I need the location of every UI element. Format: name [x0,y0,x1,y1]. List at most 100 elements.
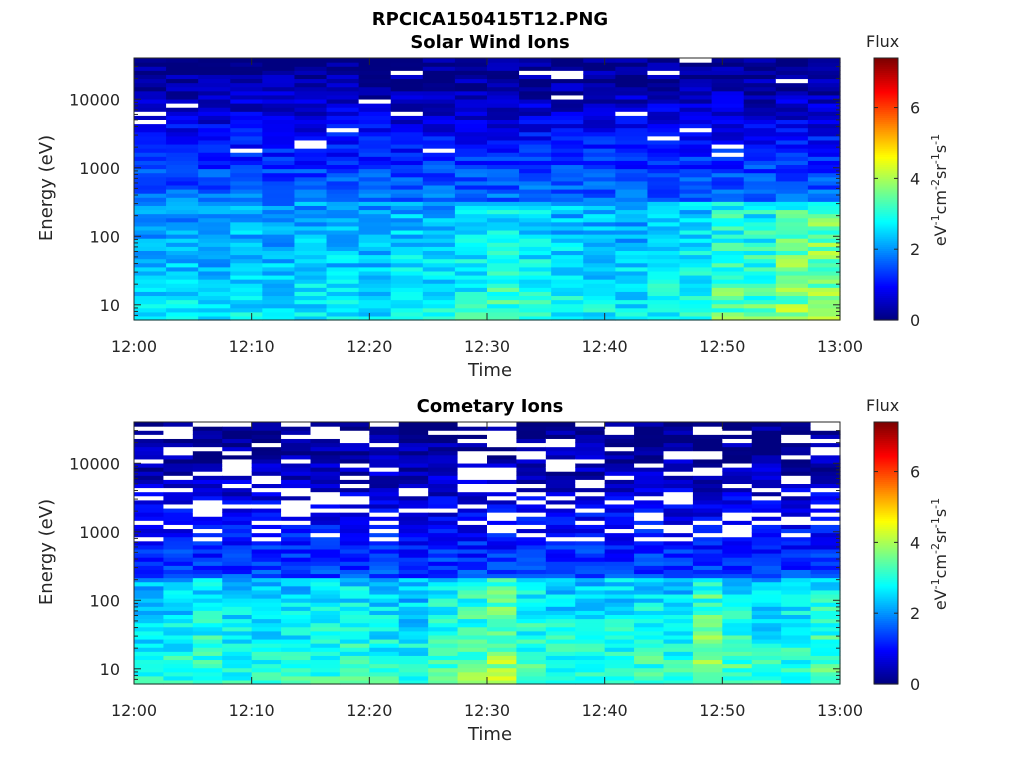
colorbar-segment [874,522,898,525]
heatmap-cell [428,520,459,525]
heatmap-cell [743,66,777,71]
heatmap-cell [358,291,392,297]
heatmap-cell [575,638,606,644]
heatmap-cell [807,270,841,276]
heatmap-cell [810,422,841,427]
heatmap-cell [310,598,341,603]
heatmap-cell [751,659,782,665]
heatmap-cell [781,598,812,603]
heatmap-cell [781,495,812,501]
heatmap-cell [251,491,282,497]
heatmap-cell [251,622,282,628]
heatmap-cell [134,303,167,309]
heatmap-cell [781,438,812,444]
heatmap-cell [457,638,488,644]
heatmap-cell [281,483,312,489]
heatmap-cell [310,634,341,640]
heatmap-cell [422,66,456,71]
heatmap-cell [807,180,841,186]
heatmap-cell [519,295,552,301]
heatmap-cell [692,663,723,669]
heatmap-cell [604,475,635,480]
heatmap-cell [310,638,341,644]
heatmap-cell [711,311,745,317]
heatmap-cell [310,426,341,431]
colorbar-segment [874,450,898,454]
heatmap-cell [545,651,576,656]
heatmap-cell [634,512,665,517]
heatmap-cell [251,663,282,669]
heatmap-cell [294,193,328,198]
heatmap-cell [519,172,552,178]
heatmap-cell [663,679,694,685]
heatmap-cell [487,311,520,317]
heatmap-cell [743,303,777,309]
heatmap-cell [487,90,520,96]
heatmap-cell [326,229,360,235]
heatmap-cell [326,279,360,284]
heatmap-cell [358,143,392,149]
colorbar-segment [874,573,898,577]
heatmap-cell [390,274,424,280]
heatmap-cell [163,581,194,587]
heatmap-cell [775,217,809,223]
heatmap-cell [583,201,616,206]
heatmap-cell [575,585,606,591]
colorbar-segment [874,579,898,583]
colorbar-segment [874,471,898,474]
colorbar-segment [874,481,898,485]
heatmap-cell [192,643,223,648]
heatmap-cell [339,606,370,611]
heatmap-cell [326,74,360,80]
heatmap-cell [647,70,681,75]
colorbar-segment [874,291,898,294]
heatmap-cell [457,610,488,615]
heatmap-cell [519,279,552,284]
heatmap-cell [519,287,552,292]
heatmap-cell [398,643,429,648]
heatmap-cell [198,234,231,239]
heatmap-cell [781,430,812,435]
heatmap-cell [222,467,253,472]
colorbar-segment [874,561,898,564]
heatmap-cell [751,491,782,497]
heatmap-cell [166,303,199,309]
heatmap-cell [487,540,518,546]
colorbar-segment [874,309,898,313]
heatmap-cell [422,107,456,112]
heatmap-cell [198,160,231,166]
heatmap-cell [519,238,552,243]
colorbar-segment [874,256,898,260]
heatmap-cell [647,139,681,145]
heatmap-cell [692,671,723,677]
heatmap-cell [615,123,649,129]
heatmap-cell [281,475,312,480]
heatmap-cell [722,495,753,501]
heatmap-cell [487,454,518,460]
heatmap-cell [398,540,429,546]
heatmap-cell [422,103,456,108]
heatmap-cell [487,512,518,517]
heatmap-cell [281,426,312,431]
heatmap-cell [807,201,841,206]
heatmap-cell [454,254,488,260]
heatmap-cell [722,536,753,542]
heatmap-cell [810,426,841,431]
heatmap-cell [390,213,424,219]
colorbar-segment [874,246,898,249]
colorbar-segment [874,489,898,493]
heatmap-cell [487,189,520,194]
heatmap-cell [166,82,199,88]
heatmap-cell [222,458,253,464]
heatmap-cell [487,291,520,297]
heatmap-cell [454,205,488,211]
heatmap-cell [310,438,341,444]
heatmap-cell [781,643,812,648]
heatmap-cell [679,229,713,235]
heatmap-cell [369,598,400,603]
heatmap-cell [326,139,360,145]
heatmap-cell [192,520,223,525]
heatmap-cell [575,655,606,661]
heatmap-cell [545,565,576,570]
heatmap-cell [545,553,576,558]
